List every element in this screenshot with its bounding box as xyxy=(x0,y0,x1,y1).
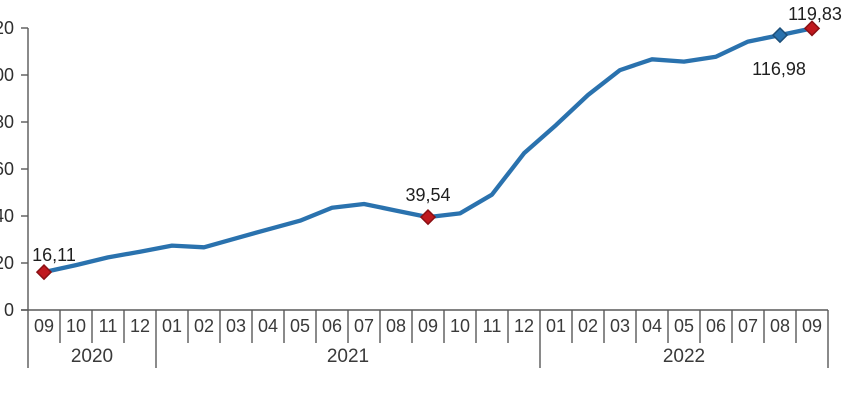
month-label: 07 xyxy=(353,316,375,336)
y-tick-label: 60 xyxy=(0,159,14,179)
month-label: 05 xyxy=(673,316,695,336)
data-point-marker xyxy=(35,264,53,281)
month-label: 10 xyxy=(449,316,471,336)
y-tick-label: 80 xyxy=(0,112,14,132)
data-point-marker xyxy=(803,20,821,37)
month-label: 10 xyxy=(65,316,87,336)
month-label: 11 xyxy=(98,316,118,336)
year-label: 2022 xyxy=(662,346,706,367)
data-label: 16,11 xyxy=(32,245,76,266)
month-label: 02 xyxy=(193,316,215,336)
month-label: 06 xyxy=(321,316,343,336)
y-tick-label: 120 xyxy=(0,18,14,38)
year-label: 2020 xyxy=(70,346,114,367)
month-label: 11 xyxy=(482,316,502,336)
month-label: 12 xyxy=(129,316,151,336)
month-label: 04 xyxy=(257,316,279,336)
month-label: 01 xyxy=(161,316,183,336)
series-line xyxy=(41,26,815,275)
data-point-marker xyxy=(419,208,437,226)
month-label: 04 xyxy=(641,316,663,336)
month-label: 07 xyxy=(737,316,759,336)
month-label: 08 xyxy=(385,316,407,336)
year-label: 2021 xyxy=(326,346,370,367)
y-tick-label: 100 xyxy=(0,65,14,85)
month-label: 05 xyxy=(289,316,311,336)
month-label: 09 xyxy=(801,316,823,336)
data-label: 119,83 xyxy=(788,4,842,25)
month-label: 08 xyxy=(769,316,791,336)
month-label: 09 xyxy=(33,316,55,336)
y-tick-label: 0 xyxy=(3,300,14,320)
month-label: 12 xyxy=(513,316,535,336)
month-label: 02 xyxy=(577,316,599,336)
data-label: 39,54 xyxy=(405,185,451,206)
month-label: 03 xyxy=(609,316,631,336)
month-label: 03 xyxy=(225,316,247,336)
month-label: 06 xyxy=(705,316,727,336)
y-tick-label: 40 xyxy=(0,206,14,226)
data-point-marker xyxy=(771,26,789,44)
month-label: 01 xyxy=(545,316,567,336)
month-label: 09 xyxy=(417,316,439,336)
y-tick-label: 20 xyxy=(0,253,14,273)
data-label: 116,98 xyxy=(752,59,806,80)
